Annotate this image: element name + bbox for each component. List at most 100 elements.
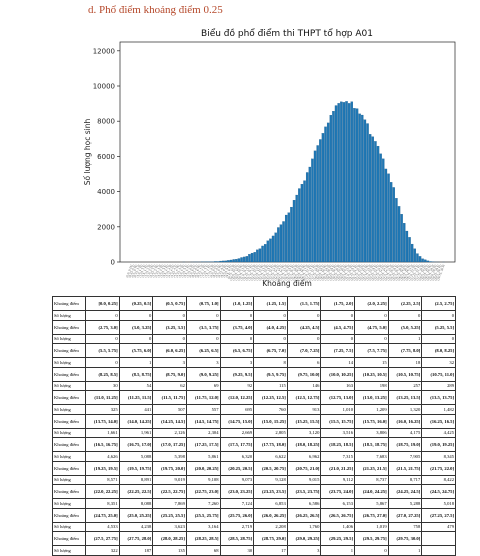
count-cell: 2,208 — [254, 522, 288, 532]
bar — [372, 137, 374, 262]
interval-cell: (29.5, 29.75] — [355, 532, 389, 546]
bar — [319, 139, 321, 262]
count-cell: 0 — [220, 334, 254, 344]
bar — [246, 256, 248, 262]
count-cell: 8,422 — [422, 475, 456, 485]
interval-cell: (27.75, 28.0] — [119, 532, 153, 546]
interval-cell: (0.25, 0.5] — [119, 297, 153, 311]
count-cell: 0 — [186, 311, 220, 321]
bar — [280, 225, 282, 262]
interval-cell: (18.0, 18.25] — [287, 438, 321, 452]
interval-cell: (18.25, 18.5] — [321, 438, 355, 452]
bar — [288, 213, 290, 262]
bar — [335, 106, 337, 262]
row-label: Số lượng — [53, 311, 86, 321]
bar — [330, 115, 332, 262]
row-label: Số lượng — [53, 334, 86, 344]
interval-cell: (24.5, 24.75] — [422, 485, 456, 499]
count-cell: 0 — [86, 334, 120, 344]
interval-cell: (3.75, 4.0] — [220, 320, 254, 334]
interval-cell: (26.75, 27.0] — [355, 508, 389, 522]
count-cell: 1 — [388, 334, 422, 344]
bar — [293, 200, 295, 262]
bar — [324, 127, 326, 262]
bar — [243, 257, 245, 262]
interval-cell: (1.75, 2.0] — [321, 297, 355, 311]
count-cell: 1,019 — [355, 522, 389, 532]
interval-cell: (17.25, 17.5] — [186, 438, 220, 452]
interval-cell: (28.75, 29.0] — [254, 532, 288, 546]
count-cell: 3 — [186, 358, 220, 368]
bar — [240, 257, 242, 262]
interval-cell: (7.25, 7.5] — [321, 344, 355, 358]
y-tick-label: 4000 — [97, 188, 115, 196]
count-cell: 5,018 — [422, 499, 456, 509]
count-cell: 557 — [186, 405, 220, 415]
bar — [377, 146, 379, 262]
interval-cell: (25.5, 25.75] — [186, 508, 220, 522]
interval-cell: (1.0, 1.25] — [220, 297, 254, 311]
count-cell: 322 — [86, 546, 120, 556]
bar — [238, 259, 240, 262]
interval-cell: (20.0, 20.25] — [186, 461, 220, 475]
count-cell: 0 — [86, 311, 120, 321]
row-label: Số lượng — [53, 475, 86, 485]
count-cell: 30 — [220, 546, 254, 556]
interval-cell: (8.25, 8.5] — [86, 367, 120, 381]
interval-row: Khoảng điểm(19.25, 19.5](19.5, 19.75](19… — [53, 461, 456, 475]
bar — [398, 206, 400, 262]
bar — [393, 187, 395, 262]
interval-cell: (20.75, 21.0] — [287, 461, 321, 475]
interval-cell: (1.5, 1.75] — [287, 297, 321, 311]
count-cell: 2,126 — [153, 428, 187, 438]
interval-cell: (5.5, 5.75] — [86, 344, 120, 358]
interval-cell: (8.75, 9.0] — [153, 367, 187, 381]
interval-cell: (21.0, 21.25] — [321, 461, 355, 475]
interval-cell: (4.75, 5.0] — [355, 320, 389, 334]
count-cell: 758 — [388, 522, 422, 532]
interval-cell: (15.75, 16.0] — [355, 414, 389, 428]
count-cell: 5,288 — [388, 499, 422, 509]
count-cell: 8,737 — [355, 475, 389, 485]
bar — [272, 236, 274, 262]
bar — [403, 223, 405, 262]
count-cell: 7,869 — [153, 499, 187, 509]
count-cell: 9,128 — [254, 475, 288, 485]
count-cell: 1,320 — [388, 405, 422, 415]
count-cell: 760 — [254, 405, 288, 415]
interval-cell: (20.5, 20.75] — [254, 461, 288, 475]
interval-cell: (3.0, 3.25] — [119, 320, 153, 334]
count-cell: 5,088 — [119, 452, 153, 462]
row-label: Khoảng điểm — [53, 414, 86, 428]
interval-cell: (12.0, 12.25] — [220, 391, 254, 405]
bar — [345, 101, 347, 262]
interval-cell: (2.5, 2.75] — [422, 297, 456, 311]
bar — [366, 124, 368, 262]
count-cell: 69 — [186, 381, 220, 391]
interval-cell: (25.75, 26.0] — [220, 508, 254, 522]
bar — [214, 261, 216, 262]
count-cell: 479 — [422, 522, 456, 532]
interval-cell: (13.5, 13.75] — [422, 391, 456, 405]
interval-cell: (28.0, 28.25] — [153, 532, 187, 546]
interval-cell: (13.0, 13.25] — [355, 391, 389, 405]
count-cell: 163 — [321, 381, 355, 391]
bar — [327, 123, 329, 262]
bar — [422, 259, 424, 262]
bar — [285, 215, 287, 262]
bar — [314, 151, 316, 262]
row-label: Khoảng điểm — [53, 485, 86, 499]
count-cell: 9,019 — [153, 475, 187, 485]
row-label: Khoảng điểm — [53, 532, 86, 546]
interval-cell: (15.25, 15.5] — [287, 414, 321, 428]
interval-cell: (22.75, 23.0] — [186, 485, 220, 499]
count-cell: 9,108 — [186, 475, 220, 485]
bar — [309, 167, 311, 262]
interval-cell: (12.25, 12.5] — [254, 391, 288, 405]
interval-row: Khoảng điểm(2.75, 3.0](3.0, 3.25](3.25, … — [53, 320, 456, 334]
count-cell: 1,406 — [321, 522, 355, 532]
bar — [369, 134, 371, 262]
